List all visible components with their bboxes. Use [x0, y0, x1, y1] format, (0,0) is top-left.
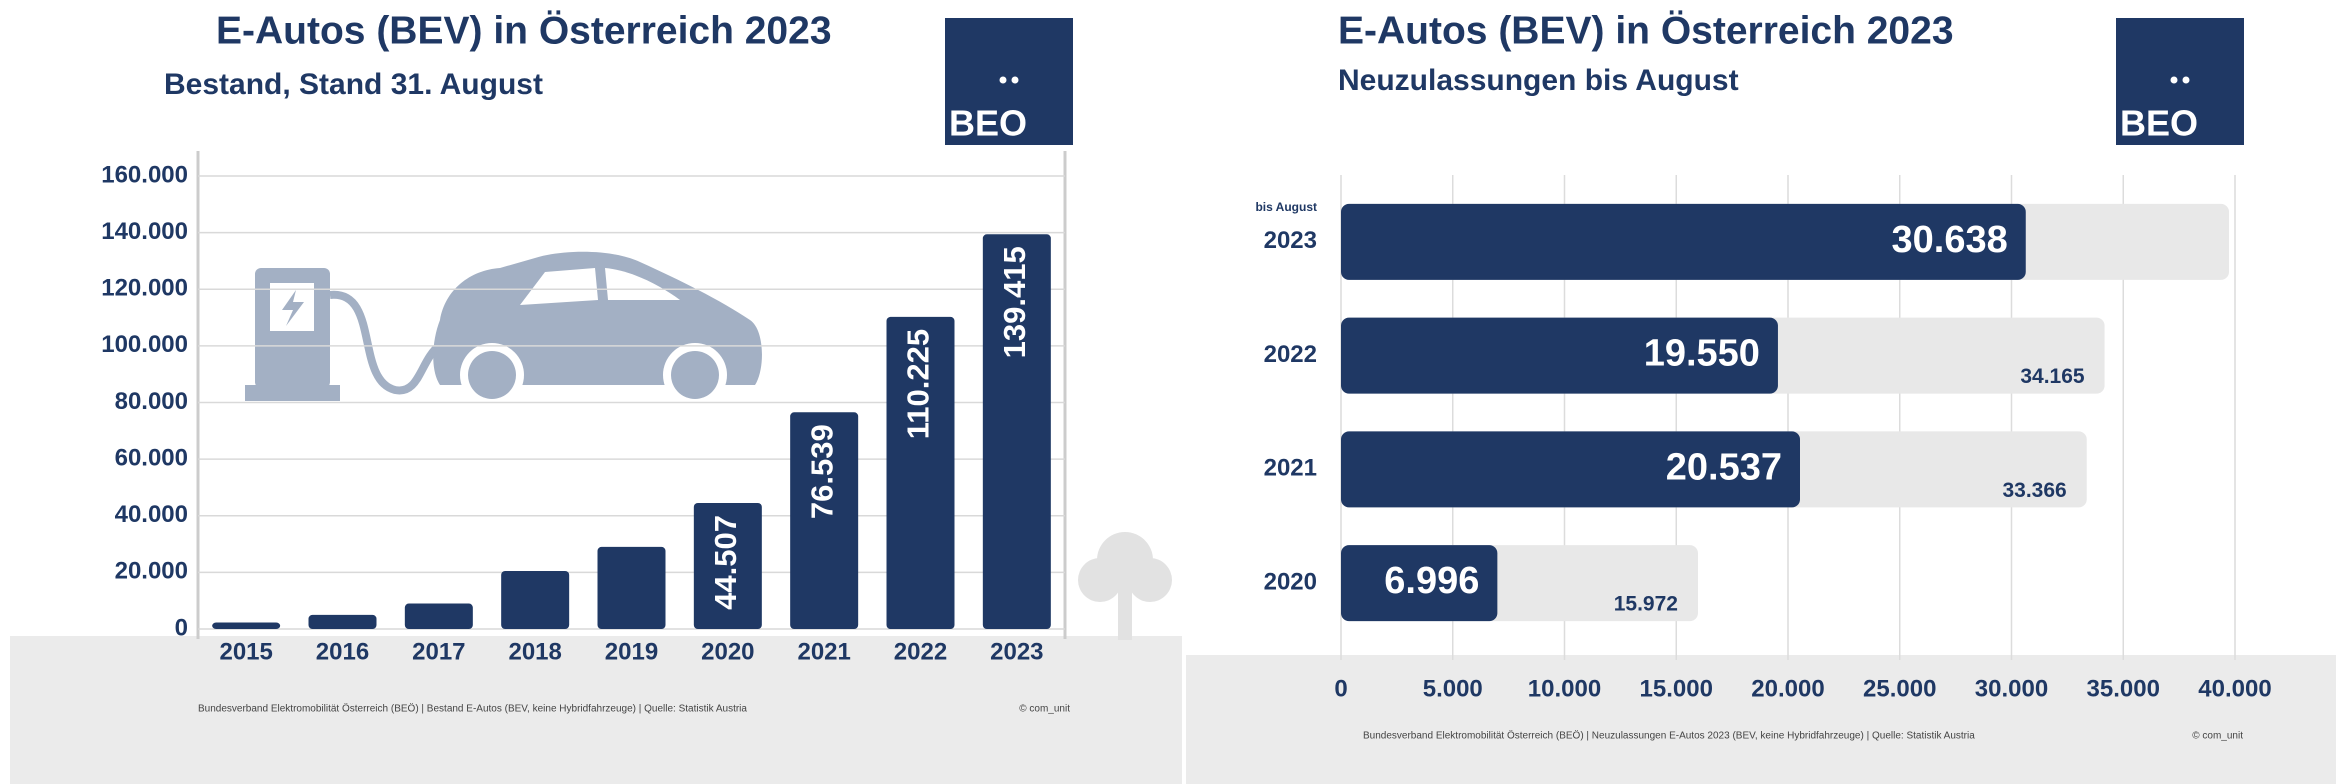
bar [1341, 203, 2026, 280]
y-tick-label: 20.000 [115, 558, 188, 585]
y-tick-label: 100.000 [101, 331, 188, 358]
logo-dot [999, 76, 1007, 84]
y-tick-label: 2020 [1264, 568, 1317, 595]
logo-box [2116, 18, 2244, 145]
chart-title: E-Autos (BEV) in Österreich 2023 [216, 9, 832, 52]
logo: BEO [949, 103, 1027, 144]
bar [886, 316, 955, 629]
value-label: 110.225 [901, 329, 936, 439]
x-tick-label: 20.000 [1751, 675, 1824, 702]
y-tick-label: 2021 [1264, 455, 1317, 482]
value-label: 20.537 [1666, 446, 1782, 488]
y-tick-label: 40.000 [115, 501, 188, 528]
x-tick-label: 2022 [894, 638, 947, 665]
value-label: 15.972 [1614, 593, 1678, 616]
bar [597, 546, 666, 629]
value-label: 19.550 [1644, 333, 1760, 375]
x-tick-label: 2015 [219, 638, 272, 665]
annotation: bis August [1255, 200, 1317, 214]
bar [404, 603, 473, 629]
y-tick-label: 2023 [1264, 227, 1317, 254]
y-tick-label: 120.000 [101, 275, 188, 302]
copyright: © com_unit [1019, 704, 1070, 715]
bar [212, 622, 281, 629]
bar [982, 234, 1051, 629]
y-tick-label: 160.000 [101, 161, 188, 188]
car [433, 251, 762, 407]
y-tick-label: 60.000 [115, 444, 188, 471]
chart-subtitle: Neuzulassungen bis August [1338, 64, 1739, 97]
footnote: Bundesverband Elektromobilität Österreic… [198, 703, 747, 715]
logo-dot [2182, 76, 2190, 84]
y-tick-label: 140.000 [101, 218, 188, 245]
bar [790, 412, 859, 629]
y-tick-label: 80.000 [115, 388, 188, 415]
chart-title: E-Autos (BEV) in Österreich 2023 [1338, 9, 1954, 52]
value-label: 33.366 [2002, 479, 2066, 502]
value-label: 6.996 [1384, 560, 1479, 602]
value-label: 139.415 [997, 246, 1032, 358]
x-tick-label: 35.000 [2087, 675, 2160, 702]
x-tick-label: 25.000 [1863, 675, 1936, 702]
y-tick-label: 0 [175, 614, 188, 641]
bar [1341, 431, 1801, 508]
value-label: 30.638 [1892, 219, 2008, 261]
bar [501, 570, 570, 629]
ground-right [1186, 655, 2336, 784]
bar [308, 614, 377, 629]
value-label: 44.507 [708, 515, 743, 610]
ground-left [10, 636, 1182, 784]
logo: BEO [2120, 103, 2198, 144]
x-tick-label: 15.000 [1640, 675, 1713, 702]
x-tick-label: 5.000 [1423, 675, 1483, 702]
x-tick-label: 30.000 [1975, 675, 2048, 702]
value-label: 76.539 [804, 424, 839, 519]
copyright: © com_unit [2192, 731, 2243, 742]
footnote: Bundesverband Elektromobilität Österreic… [1363, 730, 1975, 742]
x-tick-label: 40.000 [2198, 675, 2271, 702]
x-tick-label: 2019 [605, 638, 658, 665]
logo-box [945, 18, 1073, 145]
x-tick-label: 2021 [797, 638, 850, 665]
bar [1341, 317, 1778, 394]
chart-subtitle: Bestand, Stand 31. August [164, 68, 543, 101]
x-tick-label: 10.000 [1528, 675, 1601, 702]
charging-station [245, 268, 443, 401]
tree [1078, 532, 1172, 640]
logo-dot [1011, 76, 1019, 84]
x-tick-label: 0 [1334, 675, 1347, 702]
x-tick-label: 2020 [701, 638, 754, 665]
logo-dot [2170, 76, 2178, 84]
x-tick-label: 2017 [412, 638, 465, 665]
value-label: 34.165 [2020, 365, 2085, 388]
x-tick-label: 2018 [508, 638, 561, 665]
x-tick-label: 2023 [990, 638, 1043, 665]
y-tick-label: 2022 [1264, 341, 1317, 368]
x-tick-label: 2016 [316, 638, 369, 665]
bar [693, 502, 762, 629]
bar [1341, 545, 1498, 622]
